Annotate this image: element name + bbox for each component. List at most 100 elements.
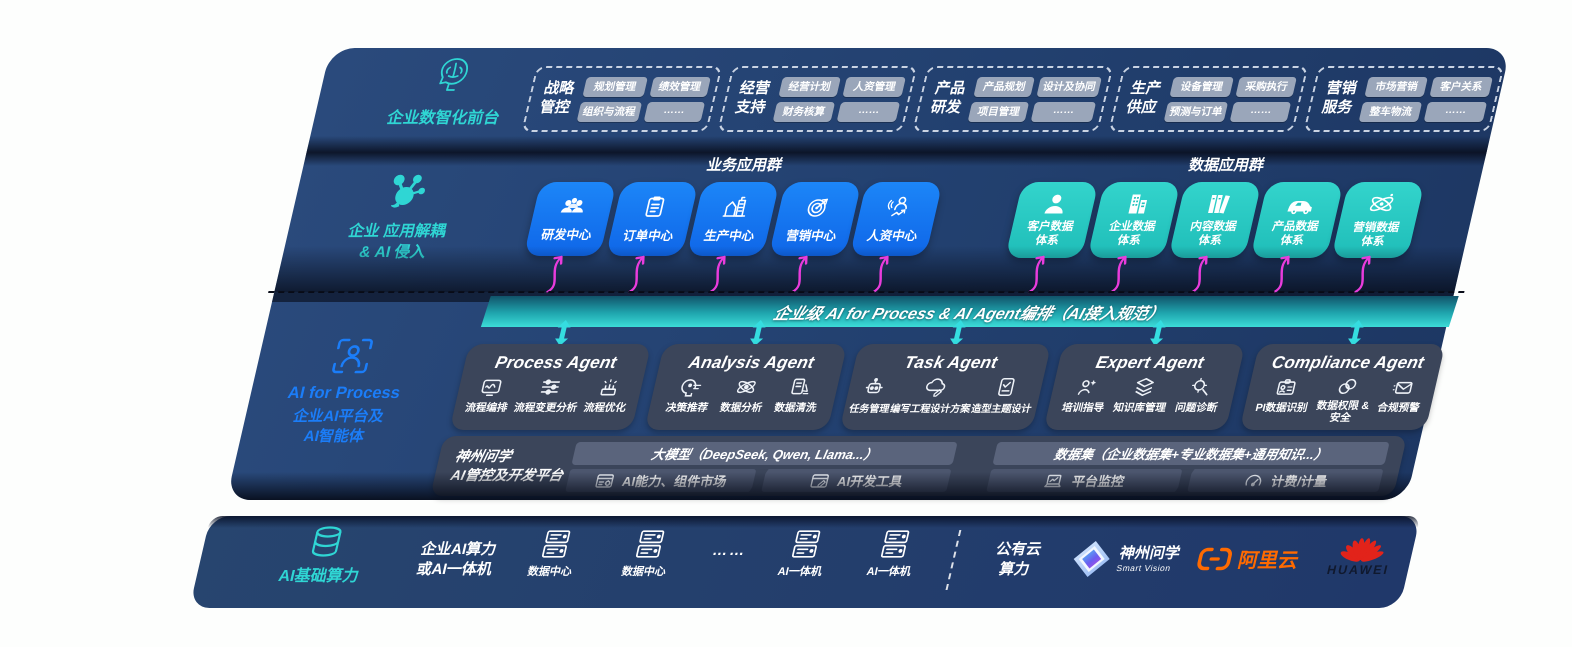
double-arrow-icon	[750, 320, 766, 346]
model-bar: 大模型（DeepSeek, Qwen, Llama...）	[571, 442, 958, 465]
datacenter-node: 数据中心	[518, 528, 590, 579]
chip: 客户关系	[1429, 76, 1494, 97]
front-office-group-product: 产品 研发 产品规划 设计及协同 项目管理 ……	[912, 66, 1114, 132]
books-icon	[1208, 194, 1231, 214]
robot-icon	[865, 377, 883, 394]
smartvision-diamond-logo	[1073, 541, 1110, 577]
front-office-group-supply: 生产 供应 设备管理 采购执行 预测与订单 ……	[1108, 66, 1309, 132]
chip: 市场营销	[1364, 76, 1429, 97]
car-icon	[1287, 200, 1312, 214]
molecule-icon	[390, 174, 426, 208]
ai-appliance-node: AI一体机	[768, 528, 840, 579]
business-app-rnd-center: 研发中心	[523, 182, 617, 256]
chip: 财务核算	[772, 101, 836, 122]
chip: ……	[1229, 101, 1292, 122]
flow-arrow-icon	[1354, 255, 1371, 294]
atom-mini-icon	[736, 380, 756, 394]
chip: ……	[1423, 101, 1488, 122]
server-icon	[635, 530, 665, 558]
chip: 规划管理	[582, 76, 648, 97]
app-layer-label-block: 企业 应用解耦& AI 侵入	[305, 170, 497, 264]
talent-icon	[887, 196, 907, 217]
data-app-content: 内容数据 体系	[1168, 182, 1262, 258]
data-app-product: 产品数据 体系	[1250, 182, 1344, 258]
ai-layer-label-en: AI for Process	[285, 384, 403, 402]
infra-plate: AI基础算力 企业AI算力 或AI一体机 数据中心 数据中心 …… AI一体机 A…	[189, 516, 1421, 608]
aliyun-logo: 阿里云	[1193, 544, 1302, 573]
optimize-icon	[600, 379, 618, 396]
compliance-agent-card: Compliance Agent PI数据识别 数据权限 & 安全 合规预警	[1239, 344, 1446, 430]
layers-icon	[1135, 377, 1154, 397]
agent-title: Process Agent	[493, 353, 619, 372]
chip: 人资管理	[842, 76, 907, 97]
business-app-production-center: 生产中心	[686, 182, 780, 256]
business-app-marketing-center: 营销中心	[768, 182, 862, 256]
double-arrow-icon	[1348, 320, 1364, 346]
target-icon	[807, 198, 828, 217]
flow-arrow-icon	[791, 255, 808, 294]
chip: 绩效管理	[648, 76, 711, 97]
chip: 设备管理	[1169, 76, 1235, 97]
huawei-flower-icon	[1340, 538, 1384, 562]
flow-arrow-icon	[709, 255, 726, 294]
front-office-group-strategy: 战略 管控 规划管理 绩效管理 组织与流程 ……	[521, 66, 723, 132]
diagnose-icon	[1191, 377, 1208, 396]
server-icon	[541, 530, 571, 558]
data-app-customer: 客户数据 体系	[1005, 182, 1099, 258]
server-icon	[880, 530, 910, 558]
flow-arrow-icon	[1028, 255, 1045, 294]
data-lock-icon	[1338, 378, 1357, 395]
clipboard-icon	[645, 196, 665, 217]
infra-label-block: AI基础算力	[256, 524, 390, 586]
huawei-logo: HUAWEI	[1309, 532, 1415, 577]
analysis-agent-card: Analysis Agent 决策推荐 数据分析 数据清洗	[644, 344, 848, 430]
flow-arrow-icon	[546, 255, 563, 294]
chip: 整车物流	[1359, 101, 1423, 122]
business-app-hr-center: 人资中心	[849, 182, 943, 256]
agent-title: Expert Agent	[1094, 353, 1207, 372]
ai-orchestration-banner: 企业级 AI for Process & AI Agent编排（AI接入规范）	[480, 296, 1459, 327]
double-arrow-icon	[555, 320, 571, 346]
monitor-wave-icon	[481, 379, 502, 397]
front-office-label: 企业数智化前台	[385, 110, 502, 127]
brain-head-icon	[439, 58, 469, 91]
chip: ……	[1030, 101, 1097, 122]
bottom-separator-band	[226, 472, 1413, 500]
atom-icon	[1369, 193, 1394, 211]
chip: 项目管理	[967, 101, 1030, 122]
process-agent-card: Process Agent 流程编排 流程变更分析 流程优化	[449, 344, 652, 430]
building-icon	[1128, 194, 1148, 214]
public-cloud-label: 公有云 算力	[994, 541, 1044, 579]
datacenter-node: 数据中心	[612, 528, 684, 579]
data-app-enterprise: 企业数据 体系	[1087, 182, 1181, 258]
double-arrow-icon	[1150, 320, 1166, 346]
aliyun-bracket-icon	[1197, 547, 1233, 570]
task-agent-card: Task Agent 任务管理 编写工程设计方案 造型主题设计	[839, 344, 1052, 430]
alert-mail-icon	[1392, 381, 1413, 394]
chip: ……	[837, 101, 901, 122]
ellipsis-nodes: ……	[710, 542, 749, 559]
ai-appliance-node: AI一体机	[857, 528, 929, 579]
flow-arrow-icon	[628, 255, 645, 294]
chip: 组织与流程	[576, 101, 642, 122]
agent-title: Analysis Agent	[686, 353, 817, 372]
cloud-edit-icon	[926, 378, 946, 397]
smartvision-logo: 神州问学 Smart Vision	[1068, 540, 1183, 578]
factory-icon	[722, 196, 747, 217]
front-office-groups: 战略 管控 规划管理 绩效管理 组织与流程 …… 经营 支持 经营计划 人资管理 财…	[521, 66, 1505, 132]
business-apps-title: 业务应用群	[705, 157, 784, 174]
double-arrow-icon	[950, 320, 966, 346]
team-icon	[560, 197, 583, 213]
front-office-group-operation: 经营 支持 经营计划 人资管理 财务核算 ……	[716, 66, 918, 132]
expert-agent-card: Expert Agent 培训指导 知识库管理 问题诊断	[1043, 344, 1246, 430]
agent-title: Task Agent	[902, 353, 1000, 372]
board-check-icon	[998, 377, 1015, 397]
data-app-marketing: 营销数据 体系	[1331, 182, 1425, 258]
chip: 采购执行	[1235, 76, 1298, 97]
server-icon	[791, 530, 821, 558]
chip: 设计及协同	[1036, 76, 1102, 97]
flow-arrow-icon	[872, 255, 889, 294]
person-scan-icon	[332, 338, 373, 374]
infra-label: AI基础算力	[276, 568, 361, 585]
flow-arrow-icon	[1110, 255, 1127, 294]
